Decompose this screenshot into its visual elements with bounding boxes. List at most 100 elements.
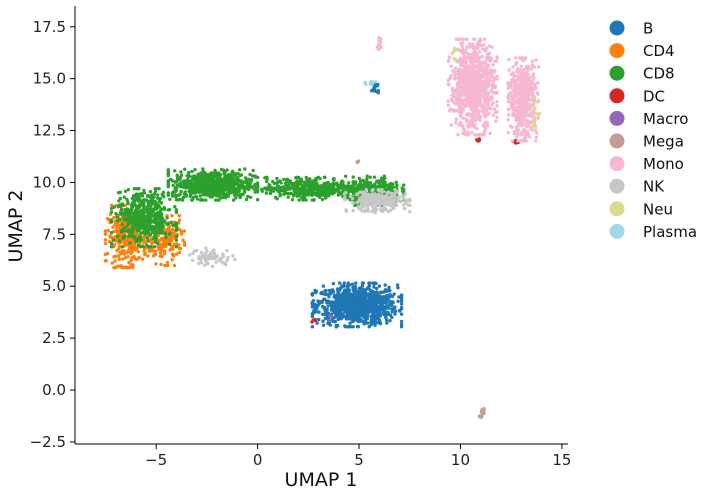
point-mono <box>470 131 473 134</box>
point-cd4 <box>171 253 174 256</box>
point-b <box>375 299 378 302</box>
point-mono <box>449 74 452 77</box>
point-mono <box>536 91 539 94</box>
point-cd8 <box>154 214 157 217</box>
point-cd8 <box>261 190 264 193</box>
point-nk <box>378 204 381 207</box>
point-mono <box>464 103 467 106</box>
point-cd8 <box>267 183 270 186</box>
point-b <box>357 305 360 308</box>
point-cd8 <box>166 216 169 219</box>
point-cd8 <box>154 228 157 231</box>
point-mono <box>485 121 488 124</box>
point-mono <box>511 97 514 100</box>
point-mono <box>530 111 533 114</box>
point-cd8 <box>308 177 311 180</box>
point-cd4 <box>173 264 176 267</box>
point-cd8 <box>369 176 372 179</box>
point-b <box>311 315 314 318</box>
point-b <box>365 304 368 307</box>
point-cd8 <box>240 173 243 176</box>
point-cd8 <box>238 184 241 187</box>
point-b <box>400 325 403 328</box>
point-cd8 <box>164 236 167 239</box>
point-cd4 <box>114 255 117 258</box>
point-cd8 <box>247 185 250 188</box>
point-cd8 <box>127 188 130 191</box>
point-mono <box>523 72 526 75</box>
point-cd8 <box>119 205 122 208</box>
point-cd8 <box>159 201 162 204</box>
point-nk <box>374 211 377 214</box>
point-mono <box>522 68 525 71</box>
point-cd8 <box>300 196 303 199</box>
point-cd8 <box>319 194 322 197</box>
point-cd8 <box>156 193 159 196</box>
point-mono <box>461 109 464 112</box>
point-mono <box>454 67 457 70</box>
point-mono <box>477 114 480 117</box>
point-mono <box>468 46 471 49</box>
point-cd8 <box>265 192 268 195</box>
point-mono <box>473 38 476 41</box>
point-cd8 <box>131 226 134 229</box>
point-b <box>400 293 403 296</box>
point-cd8 <box>202 182 205 185</box>
point-b <box>326 304 329 307</box>
point-cd8 <box>352 175 355 178</box>
point-cd8 <box>170 221 173 224</box>
point-cd4 <box>129 250 132 253</box>
point-cd8 <box>161 193 164 196</box>
point-cd8 <box>119 229 122 232</box>
point-nk <box>393 188 396 191</box>
point-cd8 <box>123 208 126 211</box>
point-cd8 <box>256 187 259 190</box>
point-b <box>352 325 355 328</box>
point-nk <box>383 202 386 205</box>
point-mono <box>507 68 510 71</box>
point-cd8 <box>244 176 247 179</box>
point-cd8 <box>279 189 282 192</box>
point-b <box>377 321 380 324</box>
point-mono <box>507 81 510 84</box>
point-b <box>388 293 391 296</box>
point-cd8 <box>279 193 282 196</box>
point-nk <box>386 202 389 205</box>
point-cd4 <box>183 229 186 232</box>
point-mono <box>481 73 484 76</box>
point-cd8 <box>110 242 113 245</box>
point-mono <box>529 67 532 70</box>
point-mono <box>480 94 483 97</box>
point-b <box>321 320 324 323</box>
point-cd8 <box>265 180 268 183</box>
point-cd8 <box>307 180 310 183</box>
point-cd8 <box>358 177 361 180</box>
point-cd8 <box>153 192 156 195</box>
point-b <box>324 309 327 312</box>
point-mono <box>528 135 531 138</box>
point-nk <box>389 208 392 211</box>
point-cd8 <box>216 190 219 193</box>
point-cd8 <box>222 187 225 190</box>
point-cd8 <box>179 176 182 179</box>
point-cd8 <box>220 184 223 187</box>
point-b <box>323 306 326 309</box>
point-mono <box>487 84 490 87</box>
point-mega <box>482 412 485 415</box>
point-cd4 <box>123 249 126 252</box>
point-cd8 <box>174 195 177 198</box>
point-cd8 <box>120 208 123 211</box>
point-cd4 <box>164 228 167 231</box>
point-cd4 <box>135 258 138 261</box>
point-cd8 <box>123 211 126 214</box>
point-cd8 <box>175 198 178 201</box>
point-cd4 <box>175 252 178 255</box>
point-cd4 <box>111 261 114 264</box>
point-cd8 <box>321 198 324 201</box>
point-b <box>394 310 397 313</box>
point-b <box>324 293 327 296</box>
point-cd4 <box>142 249 145 252</box>
point-cd8 <box>285 192 288 195</box>
point-mono <box>453 77 456 80</box>
point-cd8 <box>142 200 145 203</box>
